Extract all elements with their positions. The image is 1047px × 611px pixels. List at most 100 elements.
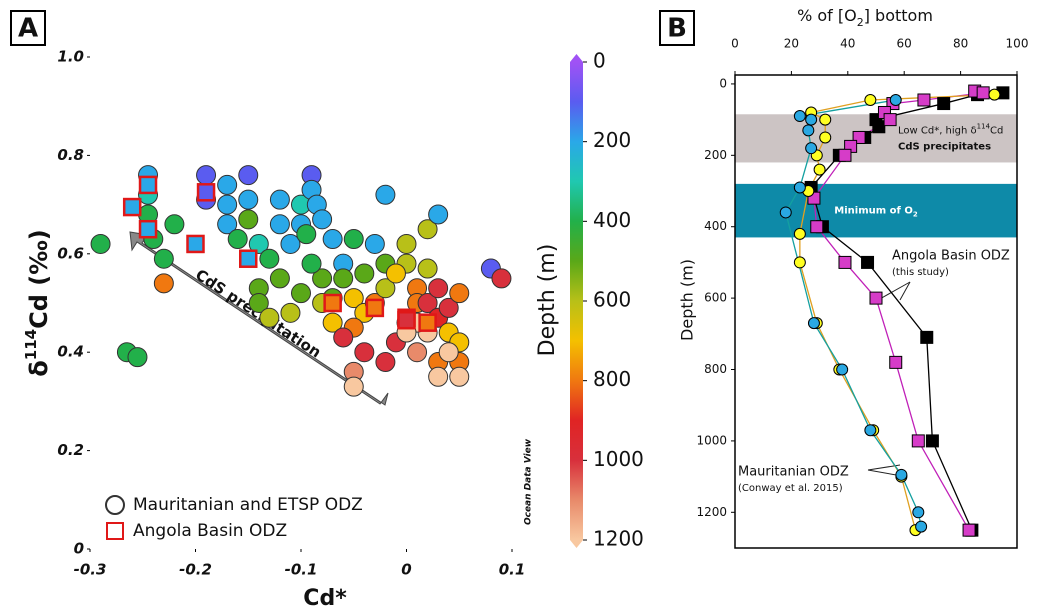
y-tick-label: 0 (74, 540, 84, 558)
x-tick-label: 40 (840, 37, 855, 51)
band-label-part: Minimum of O (834, 206, 913, 217)
marker (186, 234, 205, 254)
marker (872, 120, 886, 134)
band-label: CdS precipitates (898, 141, 991, 152)
marker (988, 88, 1001, 101)
marker (417, 293, 438, 313)
marker (343, 288, 364, 309)
marker (333, 327, 354, 348)
marker (301, 253, 322, 274)
x-axis-label: Cd* (303, 586, 347, 611)
y-tick-label: 1000 (696, 433, 727, 447)
marker (323, 293, 342, 313)
marker (122, 197, 142, 217)
band-label-part: Cd (990, 125, 1003, 136)
marker (836, 363, 849, 376)
y-tick-label: 0.6 (57, 244, 84, 262)
y-tick-label: 400 (704, 219, 727, 233)
colorbar-tick-label: 200 (593, 128, 631, 152)
marker (915, 520, 928, 533)
marker (417, 258, 438, 279)
x-axis-label: % of [O2] bottom (797, 6, 933, 29)
panel-label: B (667, 14, 687, 44)
panel-b: B % of [O2] bottom Depth (m) Angola Basi… (659, 6, 1028, 549)
panel-a: A CdS precipitation Ocean Data View Cd* … (10, 10, 644, 611)
marker (805, 113, 818, 126)
marker (196, 165, 217, 186)
marker (889, 93, 902, 106)
marker (248, 293, 269, 313)
marker (153, 273, 174, 294)
marker (354, 342, 375, 363)
marker (238, 189, 259, 210)
x-tick-label: 80 (953, 37, 968, 51)
colorbar-tick-label: 400 (593, 208, 631, 232)
marker (864, 93, 877, 106)
x-tick-label: 0 (401, 561, 411, 579)
annotation: Ocean Data View (524, 438, 534, 525)
marker (365, 298, 385, 318)
colorbar-tick-label: 800 (593, 367, 631, 391)
y-axis-label-part: δ (25, 360, 53, 377)
marker (779, 206, 792, 219)
marker (438, 297, 459, 318)
marker (364, 233, 385, 254)
legend-label: Angola Basin ODZ (133, 521, 287, 541)
panel-label-box (659, 10, 695, 46)
y-axis-label: Depth (m) (678, 259, 697, 341)
marker (259, 248, 280, 269)
marker (333, 268, 354, 289)
marker (925, 434, 939, 448)
marker (217, 214, 238, 235)
marker (428, 366, 449, 387)
band-label-part: 2 (913, 211, 918, 219)
marker (911, 434, 925, 448)
x-tick-label: -0.1 (285, 561, 318, 579)
marker (312, 268, 333, 289)
marker (819, 131, 832, 144)
y-axis-label: δ114Cd (‰) (22, 229, 54, 376)
marker (322, 312, 343, 333)
marker (838, 148, 852, 162)
marker (428, 278, 449, 299)
marker (375, 184, 396, 205)
annotation: (Conway et al. 2015) (738, 483, 843, 494)
arrow (129, 231, 389, 406)
marker (917, 93, 931, 107)
marker (153, 248, 174, 269)
y-tick-label: 0.8 (57, 146, 84, 164)
marker (248, 233, 269, 254)
colorbar-tick-label: 1200 (593, 527, 644, 551)
marker (239, 249, 258, 268)
marker (428, 204, 449, 225)
y-tick-label: 800 (704, 362, 727, 376)
annotation: (this study) (892, 267, 949, 278)
marker (802, 124, 815, 137)
marker (269, 268, 290, 289)
marker (196, 183, 216, 202)
marker (805, 142, 818, 155)
colorbar-label: Depth (m) (535, 244, 560, 357)
x-tick-label: -0.2 (179, 561, 212, 579)
panel-label: A (18, 14, 38, 44)
marker (396, 233, 417, 254)
marker (322, 229, 343, 250)
marker (895, 468, 908, 481)
marker (438, 342, 459, 363)
y-axis-label-part: Cd (‰) (25, 229, 53, 329)
colorbar-tick-label: 600 (593, 288, 631, 312)
band-label: Low Cd*, high δ114Cd (898, 122, 1003, 136)
x-tick-label: 0.1 (499, 561, 526, 579)
marker (269, 214, 290, 235)
marker (375, 278, 396, 299)
marker (385, 263, 406, 284)
series-line (785, 99, 922, 527)
marker (838, 255, 852, 269)
marker (397, 310, 416, 330)
marker (793, 227, 806, 240)
x-axis-label-part: ] bottom (864, 6, 933, 25)
x-axis-label-part: 2 (857, 16, 864, 29)
colorbar-tick-label: 1000 (593, 447, 644, 471)
band-label: Minimum of O2 (834, 206, 918, 219)
